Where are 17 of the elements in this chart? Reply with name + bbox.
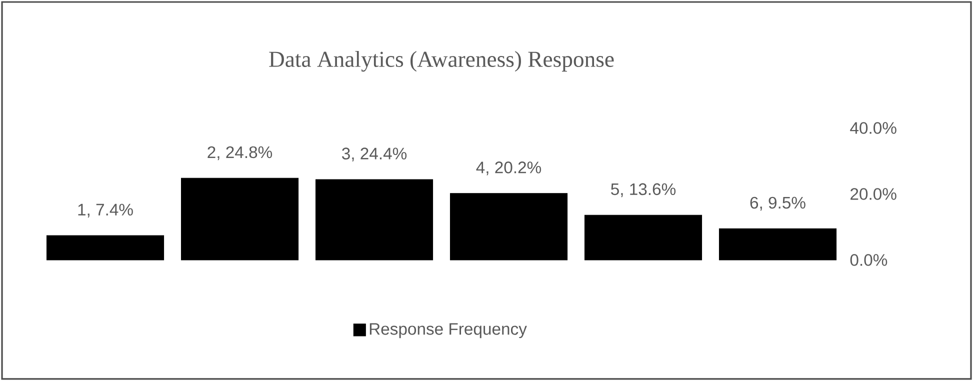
legend-label: Response Frequency xyxy=(370,323,527,338)
data-label: 5, 13.6% xyxy=(611,183,676,198)
data-label: 4, 20.2% xyxy=(476,162,542,176)
y-tick-label: 0.0% xyxy=(850,254,888,266)
data-label: 1, 7.4% xyxy=(78,204,133,218)
bar xyxy=(450,193,568,260)
bar xyxy=(46,235,164,260)
bar xyxy=(180,178,299,260)
bar xyxy=(315,179,434,260)
bar xyxy=(584,214,702,260)
data-label: 2, 24.8% xyxy=(208,146,272,160)
y-tick-label: 40.0% xyxy=(850,122,896,134)
data-label: 6, 9.5% xyxy=(750,196,806,211)
bar xyxy=(718,228,837,260)
chart-title: Data Analytics (Awareness) Response xyxy=(269,51,614,72)
y-tick-label: 20.0% xyxy=(850,188,896,200)
data-label: 3, 24.4% xyxy=(342,148,407,162)
